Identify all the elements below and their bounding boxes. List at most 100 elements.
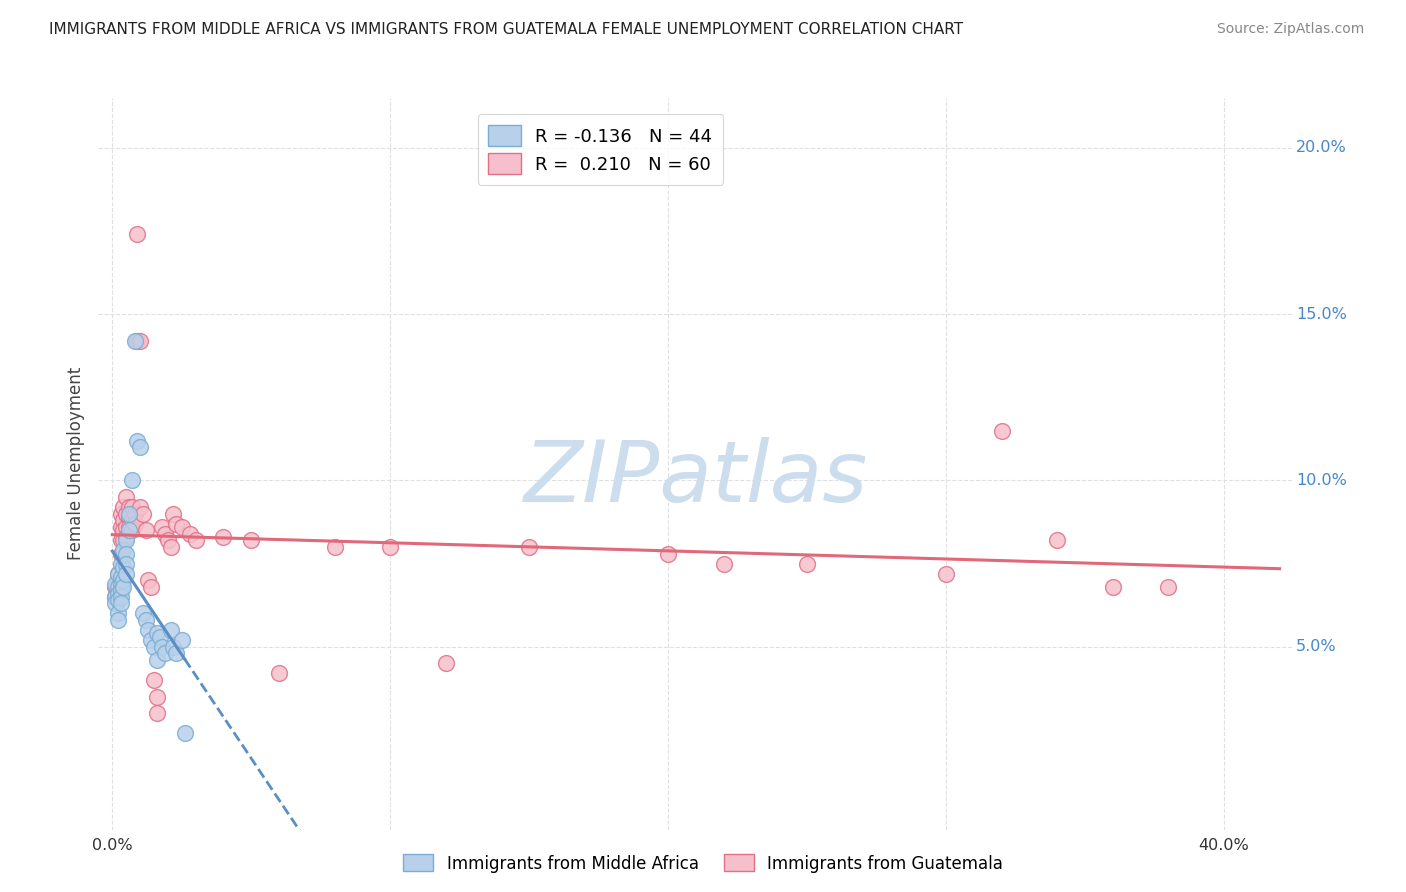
Point xyxy=(657,547,679,561)
Point xyxy=(1046,533,1069,548)
Point xyxy=(212,530,235,544)
Legend: Immigrants from Middle Africa, Immigrants from Guatemala: Immigrants from Middle Africa, Immigrant… xyxy=(396,847,1010,880)
Point xyxy=(127,227,149,242)
Point xyxy=(115,530,138,544)
Text: ZIPatlas: ZIPatlas xyxy=(524,437,868,520)
Point xyxy=(267,666,290,681)
Point xyxy=(129,440,152,454)
Point xyxy=(115,520,138,534)
Point xyxy=(159,623,181,637)
Point xyxy=(179,526,201,541)
Point xyxy=(110,520,132,534)
Point xyxy=(110,570,132,584)
Point xyxy=(173,726,195,740)
Point xyxy=(107,580,129,594)
Point xyxy=(121,524,143,538)
Point xyxy=(118,507,141,521)
Point xyxy=(104,590,127,604)
Y-axis label: Female Unemployment: Female Unemployment xyxy=(66,368,84,560)
Point xyxy=(115,490,138,504)
Point xyxy=(112,573,135,587)
Point xyxy=(150,520,173,534)
Text: IMMIGRANTS FROM MIDDLE AFRICA VS IMMIGRANTS FROM GUATEMALA FEMALE UNEMPLOYMENT C: IMMIGRANTS FROM MIDDLE AFRICA VS IMMIGRA… xyxy=(49,22,963,37)
Point xyxy=(162,640,184,654)
Point xyxy=(990,424,1012,438)
Point xyxy=(115,547,138,561)
Point xyxy=(104,590,127,604)
Point xyxy=(184,533,207,548)
Point xyxy=(110,507,132,521)
Point xyxy=(112,524,135,538)
Text: 10.0%: 10.0% xyxy=(1296,473,1347,488)
Point xyxy=(118,524,141,538)
Point xyxy=(146,690,169,704)
Point xyxy=(153,526,176,541)
Legend: R = -0.136   N = 44, R =  0.210   N = 60: R = -0.136 N = 44, R = 0.210 N = 60 xyxy=(478,114,723,185)
Point xyxy=(107,586,129,600)
Point xyxy=(141,633,163,648)
Point xyxy=(935,566,957,581)
Point xyxy=(121,513,143,527)
Text: 40.0%: 40.0% xyxy=(1199,838,1250,854)
Point xyxy=(104,576,127,591)
Text: 0.0%: 0.0% xyxy=(91,838,132,854)
Point xyxy=(434,657,457,671)
Point xyxy=(121,474,143,488)
Point xyxy=(135,524,157,538)
Point xyxy=(107,593,129,607)
Point xyxy=(153,646,176,660)
Point xyxy=(240,533,263,548)
Point xyxy=(115,557,138,571)
Point xyxy=(104,580,127,594)
Point xyxy=(112,500,135,514)
Point xyxy=(115,507,138,521)
Text: 20.0%: 20.0% xyxy=(1296,141,1347,155)
Text: 15.0%: 15.0% xyxy=(1296,307,1347,322)
Point xyxy=(110,576,132,591)
Point xyxy=(127,434,149,448)
Point xyxy=(115,533,138,548)
Point xyxy=(107,613,129,627)
Point xyxy=(713,557,735,571)
Point xyxy=(138,573,160,587)
Point xyxy=(107,566,129,581)
Point xyxy=(107,566,129,581)
Point xyxy=(107,607,129,621)
Point xyxy=(107,590,129,604)
Point xyxy=(110,590,132,604)
Point xyxy=(380,540,402,554)
Point xyxy=(517,540,540,554)
Point xyxy=(118,500,141,514)
Text: Source: ZipAtlas.com: Source: ZipAtlas.com xyxy=(1216,22,1364,37)
Point xyxy=(112,560,135,574)
Point xyxy=(112,543,135,558)
Point xyxy=(146,706,169,721)
Point xyxy=(796,557,818,571)
Point xyxy=(115,566,138,581)
Point xyxy=(148,630,170,644)
Point xyxy=(143,640,166,654)
Point xyxy=(129,334,152,348)
Point xyxy=(110,533,132,548)
Point xyxy=(135,613,157,627)
Point xyxy=(104,597,127,611)
Point xyxy=(124,334,146,348)
Point xyxy=(129,500,152,514)
Point xyxy=(110,583,132,598)
Point xyxy=(141,580,163,594)
Text: 5.0%: 5.0% xyxy=(1296,640,1337,654)
Point xyxy=(112,533,135,548)
Point xyxy=(156,533,179,548)
Point xyxy=(1102,580,1125,594)
Point xyxy=(138,623,160,637)
Point xyxy=(143,673,166,687)
Point xyxy=(110,597,132,611)
Point xyxy=(170,520,193,534)
Point xyxy=(112,580,135,594)
Point xyxy=(124,507,146,521)
Point xyxy=(323,540,346,554)
Point xyxy=(118,510,141,524)
Point xyxy=(150,640,173,654)
Point xyxy=(118,520,141,534)
Point xyxy=(170,633,193,648)
